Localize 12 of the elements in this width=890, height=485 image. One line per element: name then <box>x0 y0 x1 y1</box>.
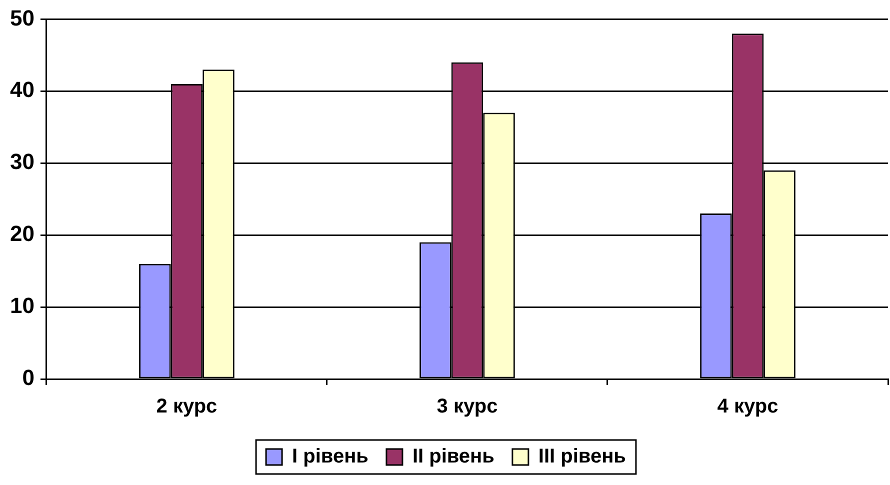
y-tick-label: 10 <box>10 293 34 318</box>
y-tick-label: 0 <box>22 365 34 390</box>
y-tick-label: 40 <box>10 77 34 102</box>
x-tick-label: 3 курс <box>436 396 498 418</box>
y-tick-label: 50 <box>10 5 34 30</box>
y-tick-label: 20 <box>10 221 34 246</box>
x-tick-label: 4 курс <box>717 396 778 418</box>
legend-label: III рівень <box>538 446 626 468</box>
legend-label: I рівень <box>292 446 368 468</box>
legend-label: II рівень <box>412 446 494 468</box>
y-tick-label: 30 <box>10 149 34 174</box>
x-tick-label: 2 курс <box>156 396 218 418</box>
